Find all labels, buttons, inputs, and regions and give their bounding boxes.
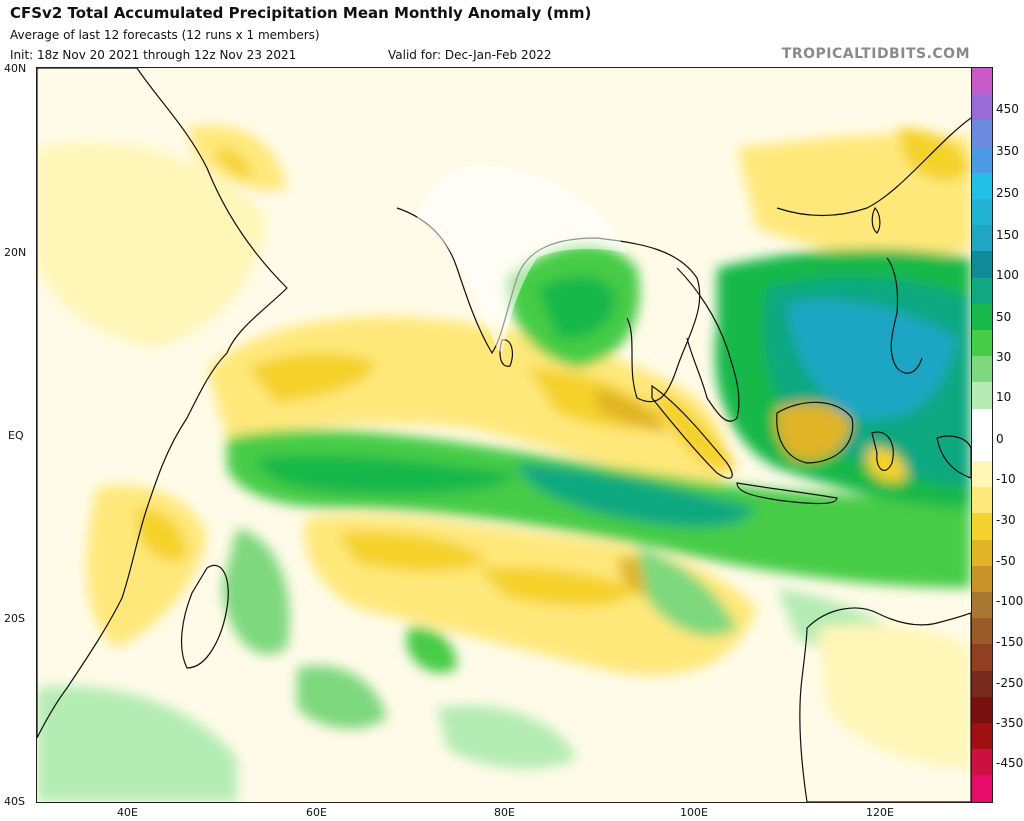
colorbar-segment [972,408,992,435]
colorbar-segment [972,618,992,645]
colorbar-label-0: 0 [996,432,1004,446]
lon-label-100e: 100E [680,806,708,819]
colorbar-label-neg350: -350 [996,716,1024,730]
colorbar-label-neg250: -250 [996,676,1024,690]
colorbar-segment [972,199,992,226]
colorbar-segment [972,749,992,776]
lon-label-40e: 40E [117,806,138,819]
colorbar-segment [972,513,992,540]
colorbar-segment [972,94,992,121]
colorbar-segment [972,356,992,383]
land-interior [417,166,627,353]
lat-label-40n: 40N [4,62,27,75]
colorbar-label-neg150: -150 [996,635,1024,649]
colorbar-segment [972,172,992,200]
lat-label-20s: 20S [4,612,25,625]
colorbar-segment [972,461,992,488]
colorbar-segment [972,670,992,697]
colorbar-segment [972,146,992,173]
colorbar-segment [972,644,992,671]
coastlines [37,68,971,802]
colorbar-label-250: 250 [996,186,1019,200]
colorbar-segment [972,120,992,147]
valid-period: Valid for: Dec-Jan-Feb 2022 [388,48,552,62]
colorbar-segment [972,723,992,750]
colorbar-label-neg10: -10 [996,472,1016,486]
anomaly-map [36,67,972,803]
lat-label-20n: 20N [4,246,27,259]
map-title: CFSv2 Total Accumulated Precipitation Me… [10,4,592,22]
colorbar-segment [972,539,992,566]
colorbar-segment [972,696,992,724]
colorbar-label-neg30: -30 [996,513,1016,527]
colorbar-segment [972,277,992,304]
colorbar-segment [972,382,992,409]
colorbar-label-50: 50 [996,310,1012,324]
colorbar-label-350: 350 [996,144,1019,158]
lon-label-120e: 120E [866,806,894,819]
site-watermark: TROPICALTIDBITS.COM [781,46,970,62]
map-subtitle: Average of last 12 forecasts (12 runs x … [10,28,320,42]
colorbar [971,67,993,803]
lon-label-80e: 80E [494,806,515,819]
colorbar-segment [972,565,992,593]
colorbar-label-neg100: -100 [996,594,1024,608]
colorbar-label-450: 450 [996,102,1019,116]
colorbar-segment [972,251,992,278]
colorbar-label-10: 10 [996,390,1012,404]
colorbar-label-150: 150 [996,228,1019,242]
colorbar-segment [972,775,992,802]
colorbar-label-neg450: -450 [996,756,1024,770]
lon-label-60e: 60E [306,806,327,819]
colorbar-segment [972,592,992,619]
init-time: Init: 18z Nov 20 2021 through 12z Nov 23… [10,48,297,62]
colorbar-label-30: 30 [996,350,1012,364]
lat-label-40s: 40S [4,795,25,808]
colorbar-segment [972,487,992,514]
lat-label-eq: EQ [8,429,24,442]
colorbar-segment [972,434,992,462]
colorbar-segment [972,68,992,95]
colorbar-label-neg50: -50 [996,554,1016,568]
colorbar-segment [972,225,992,252]
colorbar-segment [972,330,992,357]
colorbar-label-100: 100 [996,268,1019,282]
anomaly-map-svg [37,68,971,802]
colorbar-segment [972,303,992,331]
